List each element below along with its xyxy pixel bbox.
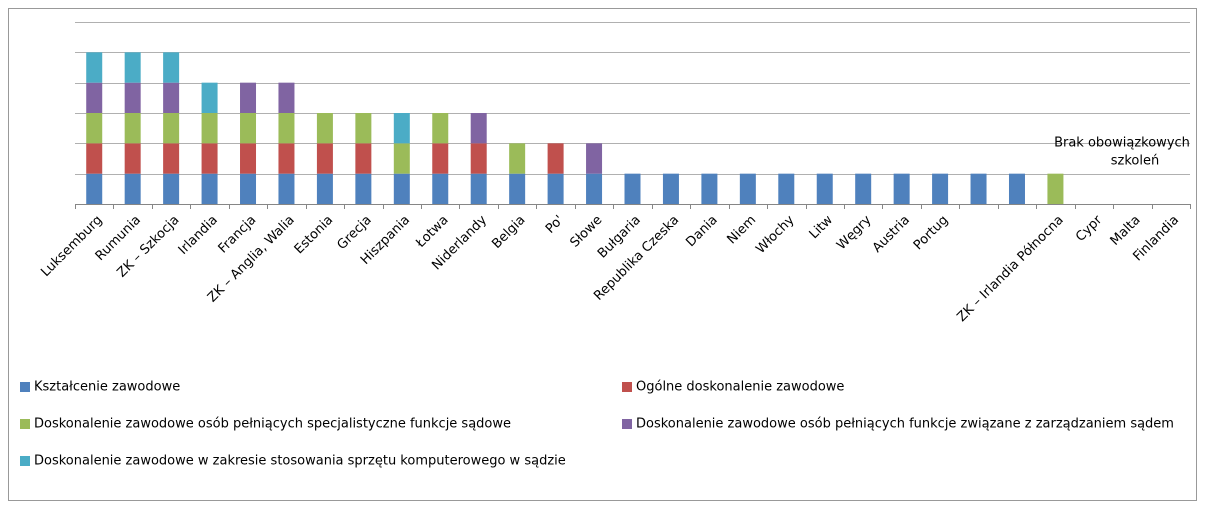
bar-segment <box>163 82 180 113</box>
bar-segment <box>355 113 372 144</box>
bar-segment <box>509 173 526 204</box>
bar-segment <box>432 113 449 144</box>
bar-segment <box>240 113 257 144</box>
bar-segment <box>855 173 872 204</box>
bar-segment <box>124 173 141 204</box>
bar-segment <box>355 173 372 204</box>
bar-segment <box>509 143 526 174</box>
legend-label: Ogólne doskonalenie zawodowe <box>636 380 844 395</box>
bar-segment <box>586 173 603 204</box>
bar-segment <box>240 173 257 204</box>
bar-segment <box>278 143 295 174</box>
bar-segment <box>201 113 218 144</box>
bar-segment <box>278 82 295 113</box>
bar-segment <box>86 113 103 144</box>
bar-segment <box>163 52 180 83</box>
bar-segment <box>124 52 141 83</box>
bar-segment <box>816 173 833 204</box>
bar-segment <box>739 173 756 204</box>
bar-segment <box>624 173 641 204</box>
legend-swatch <box>622 382 632 392</box>
bar-segment <box>124 143 141 174</box>
bar-segment <box>163 143 180 174</box>
bar-segment <box>86 173 103 204</box>
bar-segment <box>662 173 679 204</box>
bar-segment <box>240 82 257 113</box>
bar-segment <box>316 173 333 204</box>
bar-segment <box>432 173 449 204</box>
bar-segment <box>278 113 295 144</box>
bar-segment <box>893 173 910 204</box>
bar-segment <box>86 143 103 174</box>
bar-segment <box>355 143 372 174</box>
bar-segment <box>1047 173 1064 204</box>
bar-segment <box>1008 173 1025 204</box>
bar-segment <box>86 52 103 83</box>
bar-segment <box>432 143 449 174</box>
bar-segment <box>547 143 564 174</box>
legend-label: Doskonalenie zawodowe w zakresie stosowa… <box>34 454 566 469</box>
bar-segment <box>586 143 603 174</box>
bar-segment <box>201 173 218 204</box>
bar-segment <box>278 173 295 204</box>
bar-segment <box>547 173 564 204</box>
legend-swatch <box>622 419 632 429</box>
bar-segment <box>201 143 218 174</box>
bar-segment <box>470 173 487 204</box>
legend-swatch <box>20 382 30 392</box>
bar-segment <box>240 143 257 174</box>
legend-label: Kształcenie zawodowe <box>34 380 180 395</box>
bar-segment <box>163 173 180 204</box>
legend-label: Doskonalenie zawodowe osób pełniących sp… <box>34 417 511 432</box>
bar-segment <box>163 113 180 144</box>
annotation: Brak obowiązkowych <box>1054 136 1190 151</box>
bar-segment <box>778 173 795 204</box>
bar-segment <box>470 143 487 174</box>
bar-segment <box>201 82 218 113</box>
bar-segment <box>970 173 987 204</box>
bar-segment <box>701 173 718 204</box>
bar-segment <box>470 113 487 144</box>
bar-segment <box>932 173 949 204</box>
bar-segment <box>393 143 410 174</box>
legend-swatch <box>20 456 30 466</box>
bar-segment <box>86 82 103 113</box>
bar-segment <box>124 113 141 144</box>
bar-segment <box>393 173 410 204</box>
annotation: szkoleń <box>1111 154 1159 169</box>
bar-segment <box>316 113 333 144</box>
bar-segment <box>124 82 141 113</box>
legend-swatch <box>20 419 30 429</box>
legend-label: Doskonalenie zawodowe osób pełniących fu… <box>636 417 1174 432</box>
bar-segment <box>393 113 410 144</box>
bar-segment <box>316 143 333 174</box>
